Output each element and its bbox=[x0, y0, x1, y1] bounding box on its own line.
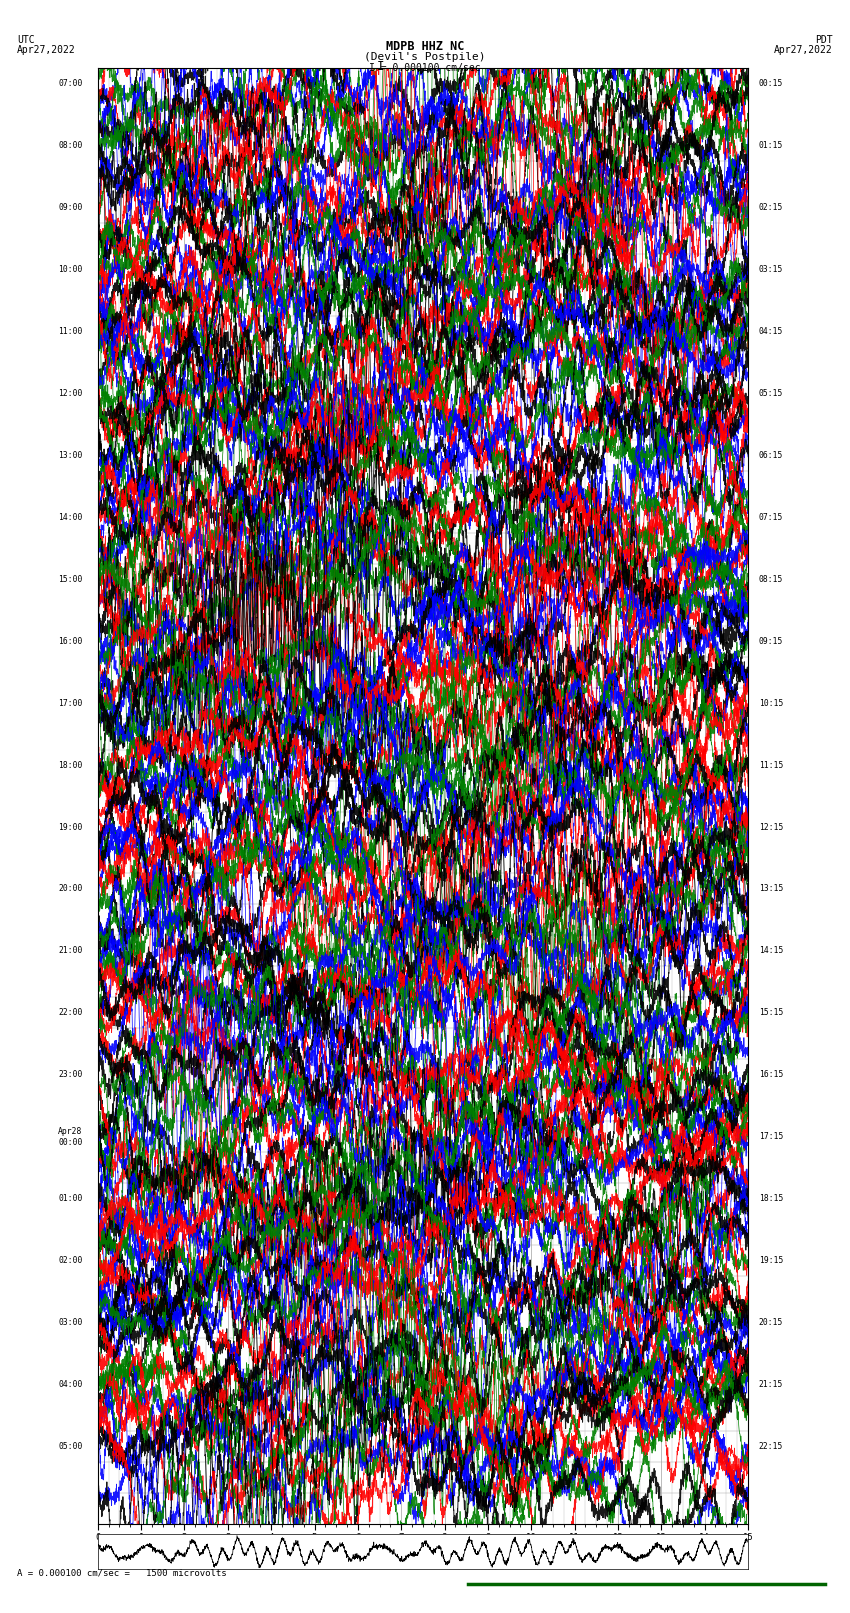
Text: 01:15: 01:15 bbox=[759, 140, 783, 150]
Text: Apr28
00:00: Apr28 00:00 bbox=[58, 1127, 82, 1147]
Text: 05:00: 05:00 bbox=[58, 1442, 82, 1452]
Text: 15:15: 15:15 bbox=[759, 1008, 783, 1018]
Text: 02:00: 02:00 bbox=[58, 1257, 82, 1265]
Text: 10:15: 10:15 bbox=[759, 698, 783, 708]
Text: 14:00: 14:00 bbox=[58, 513, 82, 521]
Text: Apr27,2022: Apr27,2022 bbox=[17, 45, 76, 55]
Text: I: I bbox=[377, 60, 384, 73]
Text: 16:15: 16:15 bbox=[759, 1071, 783, 1079]
Text: 22:15: 22:15 bbox=[759, 1442, 783, 1452]
Text: 10:00: 10:00 bbox=[58, 265, 82, 274]
Text: 03:00: 03:00 bbox=[58, 1318, 82, 1327]
Text: 22:00: 22:00 bbox=[58, 1008, 82, 1018]
Text: 17:15: 17:15 bbox=[759, 1132, 783, 1142]
Text: 18:15: 18:15 bbox=[759, 1194, 783, 1203]
Text: 12:00: 12:00 bbox=[58, 389, 82, 398]
Text: UTC: UTC bbox=[17, 35, 35, 45]
Text: 12:15: 12:15 bbox=[759, 823, 783, 832]
Text: 18:00: 18:00 bbox=[58, 760, 82, 769]
Text: 13:00: 13:00 bbox=[58, 450, 82, 460]
Text: 23:00: 23:00 bbox=[58, 1071, 82, 1079]
Text: 19:15: 19:15 bbox=[759, 1257, 783, 1265]
Text: 21:00: 21:00 bbox=[58, 947, 82, 955]
Text: 06:15: 06:15 bbox=[759, 450, 783, 460]
Text: (Devil's Postpile): (Devil's Postpile) bbox=[365, 52, 485, 61]
Text: 16:00: 16:00 bbox=[58, 637, 82, 645]
Text: 00:15: 00:15 bbox=[759, 79, 783, 87]
Text: PDT: PDT bbox=[815, 35, 833, 45]
Text: I = 0.000100 cm/sec: I = 0.000100 cm/sec bbox=[369, 63, 481, 73]
Text: 08:00: 08:00 bbox=[58, 140, 82, 150]
Text: 15:00: 15:00 bbox=[58, 574, 82, 584]
Text: 07:00: 07:00 bbox=[58, 79, 82, 87]
Text: 02:15: 02:15 bbox=[759, 203, 783, 211]
Text: 09:00: 09:00 bbox=[58, 203, 82, 211]
X-axis label: TIME (MINUTES): TIME (MINUTES) bbox=[379, 1545, 467, 1557]
Text: 05:15: 05:15 bbox=[759, 389, 783, 398]
Text: 04:00: 04:00 bbox=[58, 1381, 82, 1389]
Text: 09:15: 09:15 bbox=[759, 637, 783, 645]
Text: 20:15: 20:15 bbox=[759, 1318, 783, 1327]
Text: Apr27,2022: Apr27,2022 bbox=[774, 45, 833, 55]
Text: 04:15: 04:15 bbox=[759, 327, 783, 336]
Text: 20:00: 20:00 bbox=[58, 884, 82, 894]
Text: 03:15: 03:15 bbox=[759, 265, 783, 274]
Text: A = 0.000100 cm/sec =   1500 microvolts: A = 0.000100 cm/sec = 1500 microvolts bbox=[17, 1568, 227, 1578]
Text: 21:15: 21:15 bbox=[759, 1381, 783, 1389]
Text: 11:00: 11:00 bbox=[58, 327, 82, 336]
Text: 01:00: 01:00 bbox=[58, 1194, 82, 1203]
Text: 13:15: 13:15 bbox=[759, 884, 783, 894]
Text: 11:15: 11:15 bbox=[759, 760, 783, 769]
Text: 19:00: 19:00 bbox=[58, 823, 82, 832]
Text: 14:15: 14:15 bbox=[759, 947, 783, 955]
Text: 17:00: 17:00 bbox=[58, 698, 82, 708]
Text: 08:15: 08:15 bbox=[759, 574, 783, 584]
Text: 07:15: 07:15 bbox=[759, 513, 783, 521]
Text: MDPB HHZ NC: MDPB HHZ NC bbox=[386, 40, 464, 53]
